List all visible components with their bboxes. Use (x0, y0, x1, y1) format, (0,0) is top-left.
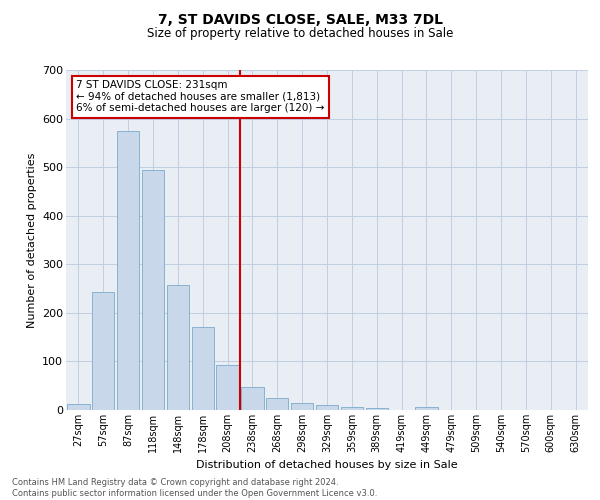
Bar (415, 407, 437, 410)
Y-axis label: Number of detached properties: Number of detached properties (26, 152, 37, 328)
Bar (217, 366, 239, 410)
Text: Size of property relative to detached houses in Sale: Size of property relative to detached ho… (147, 28, 453, 40)
Bar (67, 404, 89, 410)
Bar (191, 328, 214, 410)
Bar (316, 404, 338, 410)
Bar (341, 406, 363, 410)
Bar (266, 398, 289, 410)
Text: 7, ST DAVIDS CLOSE, SALE, M33 7DL: 7, ST DAVIDS CLOSE, SALE, M33 7DL (157, 12, 443, 26)
Bar (142, 170, 164, 410)
Bar (365, 408, 388, 410)
Bar (241, 386, 263, 410)
Text: Contains HM Land Registry data © Crown copyright and database right 2024.
Contai: Contains HM Land Registry data © Crown c… (12, 478, 377, 498)
Bar (92, 292, 115, 410)
Text: 7 ST DAVIDS CLOSE: 231sqm
← 94% of detached houses are smaller (1,813)
6% of sem: 7 ST DAVIDS CLOSE: 231sqm ← 94% of detac… (76, 80, 325, 114)
X-axis label: Distribution of detached houses by size in Sale: Distribution of detached houses by size … (196, 460, 458, 470)
Bar (167, 284, 189, 410)
Bar (117, 130, 139, 410)
Bar (291, 403, 313, 410)
